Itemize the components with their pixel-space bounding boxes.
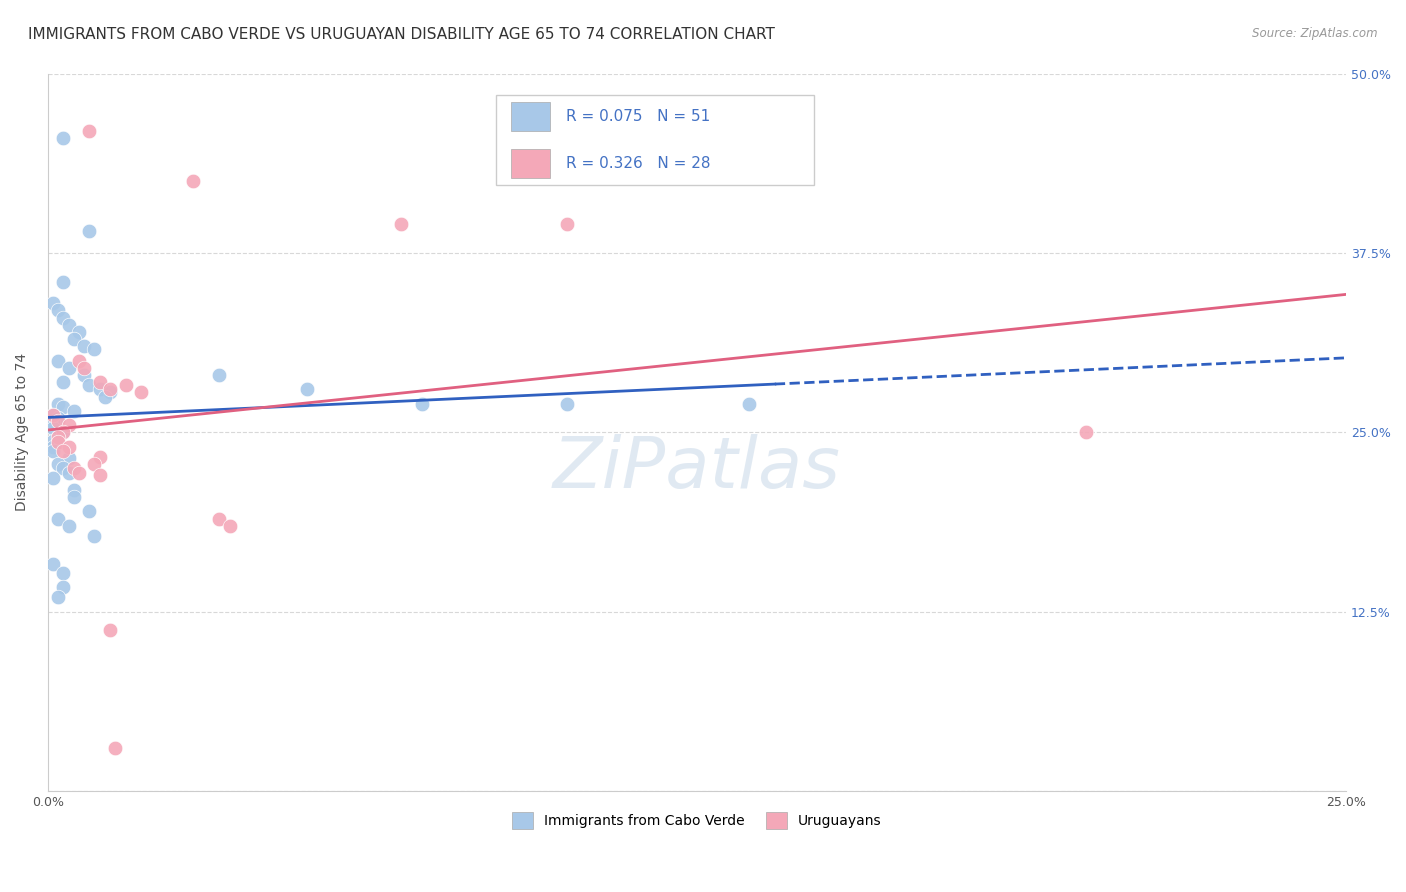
Point (58, 466, 80, 480)
Point (104, 741, 127, 756)
Point (46, 591, 69, 605)
Point (58, 318, 80, 332)
Y-axis label: Disability Age 65 to 74: Disability Age 65 to 74 (15, 353, 30, 511)
Point (42, 421, 65, 435)
Point (42, 415, 65, 429)
Point (46, 353, 69, 368)
Point (208, 368, 231, 382)
Point (1076, 425, 1098, 440)
Point (114, 378, 136, 392)
Point (79, 504, 101, 518)
Point (52, 400, 75, 414)
Point (98, 382, 121, 396)
Point (52, 461, 75, 475)
Point (218, 518, 240, 533)
Point (58, 451, 80, 466)
Point (73, 360, 96, 375)
Point (46, 457, 69, 471)
Point (52, 566, 75, 580)
Point (42, 471, 65, 485)
Text: Source: ZipAtlas.com: Source: ZipAtlas.com (1253, 27, 1378, 40)
Point (52, 444, 75, 458)
Point (46, 430, 69, 444)
Point (83, 529, 105, 543)
Point (46, 430, 69, 444)
Point (67, 325, 90, 339)
Point (46, 411, 69, 425)
Point (94, 390, 117, 404)
Point (411, 397, 433, 411)
Point (89, 375, 111, 389)
Point (42, 434, 65, 448)
Text: ZiPatlas: ZiPatlas (553, 434, 841, 503)
Point (58, 440, 80, 454)
Point (42, 296, 65, 310)
Point (389, 217, 412, 231)
Point (73, 339, 96, 353)
Point (46, 414, 69, 428)
Point (79, 124, 101, 138)
Point (98, 624, 121, 638)
Point (89, 450, 111, 464)
Point (555, 217, 578, 231)
Point (181, 174, 204, 188)
Point (52, 425, 75, 440)
Point (58, 418, 80, 433)
Bar (512, 103, 550, 131)
Point (62, 490, 84, 504)
Point (62, 332, 84, 346)
Point (46, 435, 69, 450)
Point (52, 375, 75, 389)
Point (52, 310, 75, 325)
Point (58, 360, 80, 375)
Point (83, 342, 105, 356)
Text: R = 0.075   N = 51: R = 0.075 N = 51 (565, 109, 710, 124)
Point (79, 378, 101, 392)
Point (83, 457, 105, 471)
Point (52, 131, 75, 145)
Point (89, 468, 111, 483)
Point (42, 558, 65, 572)
FancyBboxPatch shape (496, 95, 814, 185)
Point (738, 397, 761, 411)
Point (62, 483, 84, 497)
Point (73, 368, 96, 382)
Point (52, 581, 75, 595)
Point (297, 382, 319, 396)
Point (67, 353, 90, 368)
Point (46, 397, 69, 411)
Point (52, 425, 75, 440)
Point (46, 303, 69, 318)
Point (67, 466, 90, 480)
Point (52, 275, 75, 289)
Text: R = 0.326   N = 28: R = 0.326 N = 28 (565, 156, 710, 170)
Point (79, 224, 101, 238)
Point (42, 408, 65, 422)
Point (555, 397, 578, 411)
Point (42, 444, 65, 458)
Point (129, 385, 152, 400)
Bar (512, 149, 550, 178)
Text: IMMIGRANTS FROM CABO VERDE VS URUGUAYAN DISABILITY AGE 65 TO 74 CORRELATION CHAR: IMMIGRANTS FROM CABO VERDE VS URUGUAYAN … (28, 27, 775, 42)
Point (89, 382, 111, 396)
Point (98, 385, 121, 400)
Point (58, 518, 80, 533)
Point (42, 440, 65, 454)
Point (62, 461, 84, 475)
Legend: Immigrants from Cabo Verde, Uruguayans: Immigrants from Cabo Verde, Uruguayans (508, 806, 887, 835)
Point (62, 404, 84, 418)
Point (42, 408, 65, 422)
Point (208, 511, 231, 525)
Point (46, 511, 69, 525)
